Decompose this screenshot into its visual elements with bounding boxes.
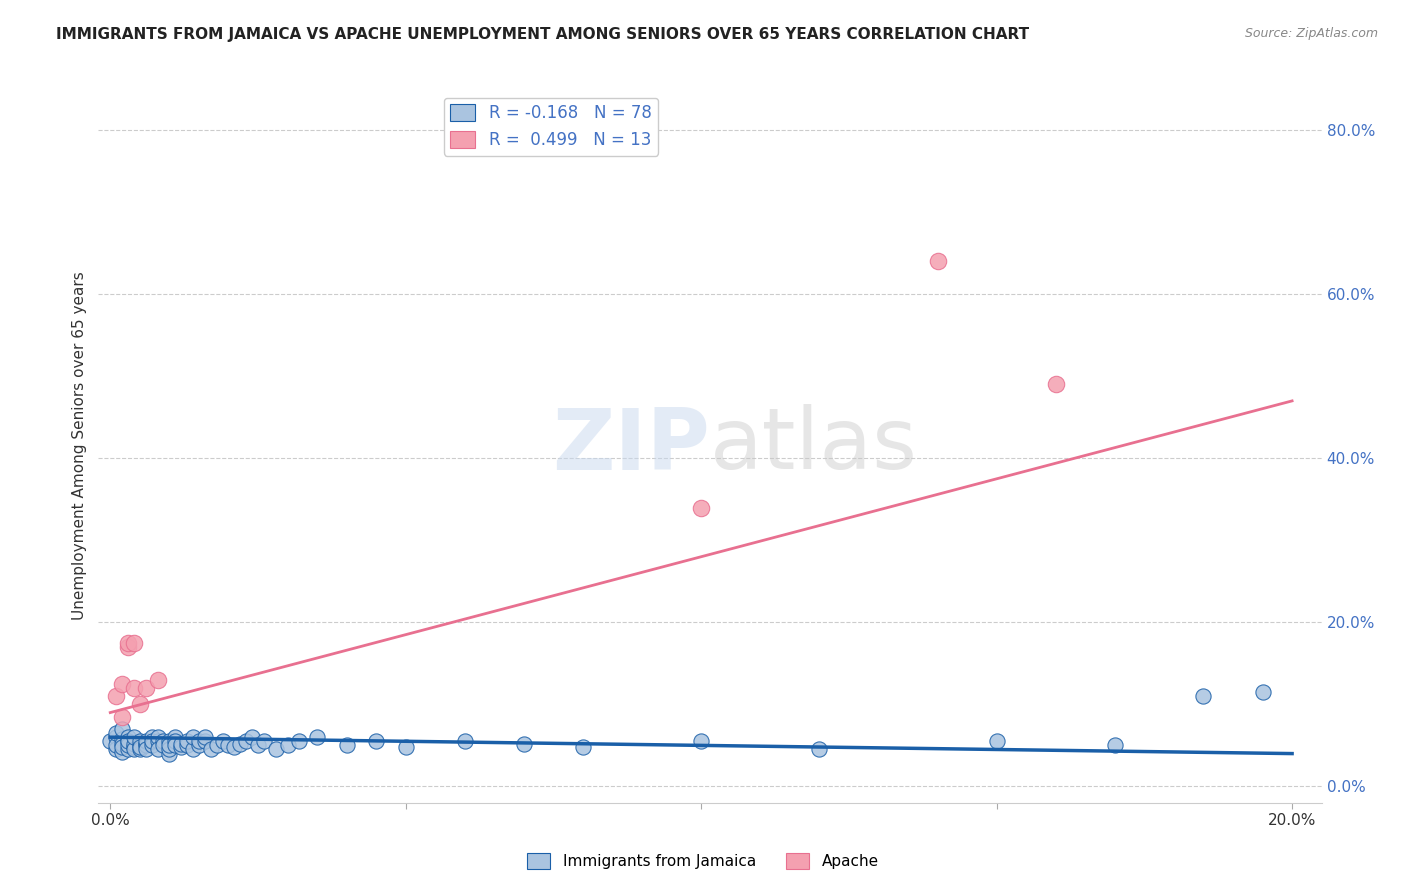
Point <box>128 739 150 753</box>
Point <box>122 742 145 756</box>
Point <box>288 734 311 748</box>
Point <box>157 747 180 761</box>
Point <box>111 745 134 759</box>
Point <box>122 636 145 650</box>
Point <box>157 734 180 748</box>
Point <box>135 742 157 756</box>
Point <box>117 640 139 654</box>
Point <box>122 739 145 754</box>
Point <box>986 734 1008 748</box>
Point <box>135 681 157 695</box>
Point <box>1104 739 1126 753</box>
Point <box>572 739 595 754</box>
Point <box>111 722 134 736</box>
Point <box>194 730 217 744</box>
Point <box>165 739 187 753</box>
Point <box>146 730 169 744</box>
Point <box>170 739 193 754</box>
Point <box>395 739 418 754</box>
Point <box>187 734 209 748</box>
Legend: Immigrants from Jamaica, Apache: Immigrants from Jamaica, Apache <box>522 847 884 875</box>
Point <box>690 734 713 748</box>
Text: ZIP: ZIP <box>553 404 710 488</box>
Point <box>307 730 329 744</box>
Point <box>146 742 169 756</box>
Point <box>111 709 134 723</box>
Point <box>808 742 831 756</box>
Point <box>122 730 145 744</box>
Point <box>105 730 128 744</box>
Point <box>165 734 187 748</box>
Point <box>128 734 150 748</box>
Point <box>111 737 134 751</box>
Text: Source: ZipAtlas.com: Source: ZipAtlas.com <box>1244 27 1378 40</box>
Legend: R = -0.168   N = 78, R =  0.499   N = 13: R = -0.168 N = 78, R = 0.499 N = 13 <box>444 97 658 155</box>
Point <box>152 734 174 748</box>
Point <box>366 734 388 748</box>
Point <box>1192 689 1215 703</box>
Point <box>135 737 157 751</box>
Point <box>111 731 134 746</box>
Point <box>128 739 150 754</box>
Point <box>146 734 169 748</box>
Point <box>217 739 239 753</box>
Point <box>117 734 139 748</box>
Point <box>117 734 139 748</box>
Point <box>141 739 163 753</box>
Point <box>211 734 233 748</box>
Point <box>240 730 263 744</box>
Point <box>141 734 163 748</box>
Text: atlas: atlas <box>710 404 918 488</box>
Point <box>235 734 257 748</box>
Point <box>276 739 298 753</box>
Point <box>105 689 128 703</box>
Point <box>187 739 209 753</box>
Point <box>229 737 252 751</box>
Point <box>135 739 157 753</box>
Point <box>122 737 145 751</box>
Point <box>105 742 128 756</box>
Point <box>157 742 180 756</box>
Point <box>176 739 198 753</box>
Point <box>165 730 187 744</box>
Point <box>157 739 180 753</box>
Point <box>1045 377 1067 392</box>
Point <box>336 739 359 753</box>
Point <box>246 739 269 753</box>
Point <box>224 739 246 754</box>
Point <box>111 739 134 754</box>
Point <box>1251 685 1274 699</box>
Point <box>194 734 217 748</box>
Point <box>117 636 139 650</box>
Point <box>105 726 128 740</box>
Point <box>181 742 204 756</box>
Point <box>253 734 276 748</box>
Point <box>128 742 150 756</box>
Y-axis label: Unemployment Among Seniors over 65 years: Unemployment Among Seniors over 65 years <box>72 272 87 620</box>
Point <box>146 673 169 687</box>
Point <box>200 742 222 756</box>
Point <box>122 681 145 695</box>
Point <box>181 730 204 744</box>
Point <box>152 739 174 753</box>
Point <box>141 730 163 744</box>
Point <box>513 737 536 751</box>
Point <box>205 739 228 753</box>
Point <box>117 742 139 756</box>
Point <box>111 677 134 691</box>
Text: IMMIGRANTS FROM JAMAICA VS APACHE UNEMPLOYMENT AMONG SENIORS OVER 65 YEARS CORRE: IMMIGRANTS FROM JAMAICA VS APACHE UNEMPL… <box>56 27 1029 42</box>
Point <box>98 734 121 748</box>
Point <box>105 739 128 753</box>
Point <box>170 737 193 751</box>
Point <box>690 500 713 515</box>
Point <box>176 734 198 748</box>
Point <box>117 739 139 753</box>
Point <box>927 254 949 268</box>
Point <box>128 698 150 712</box>
Point <box>454 734 477 748</box>
Point <box>264 742 287 756</box>
Point <box>135 734 157 748</box>
Point <box>117 730 139 744</box>
